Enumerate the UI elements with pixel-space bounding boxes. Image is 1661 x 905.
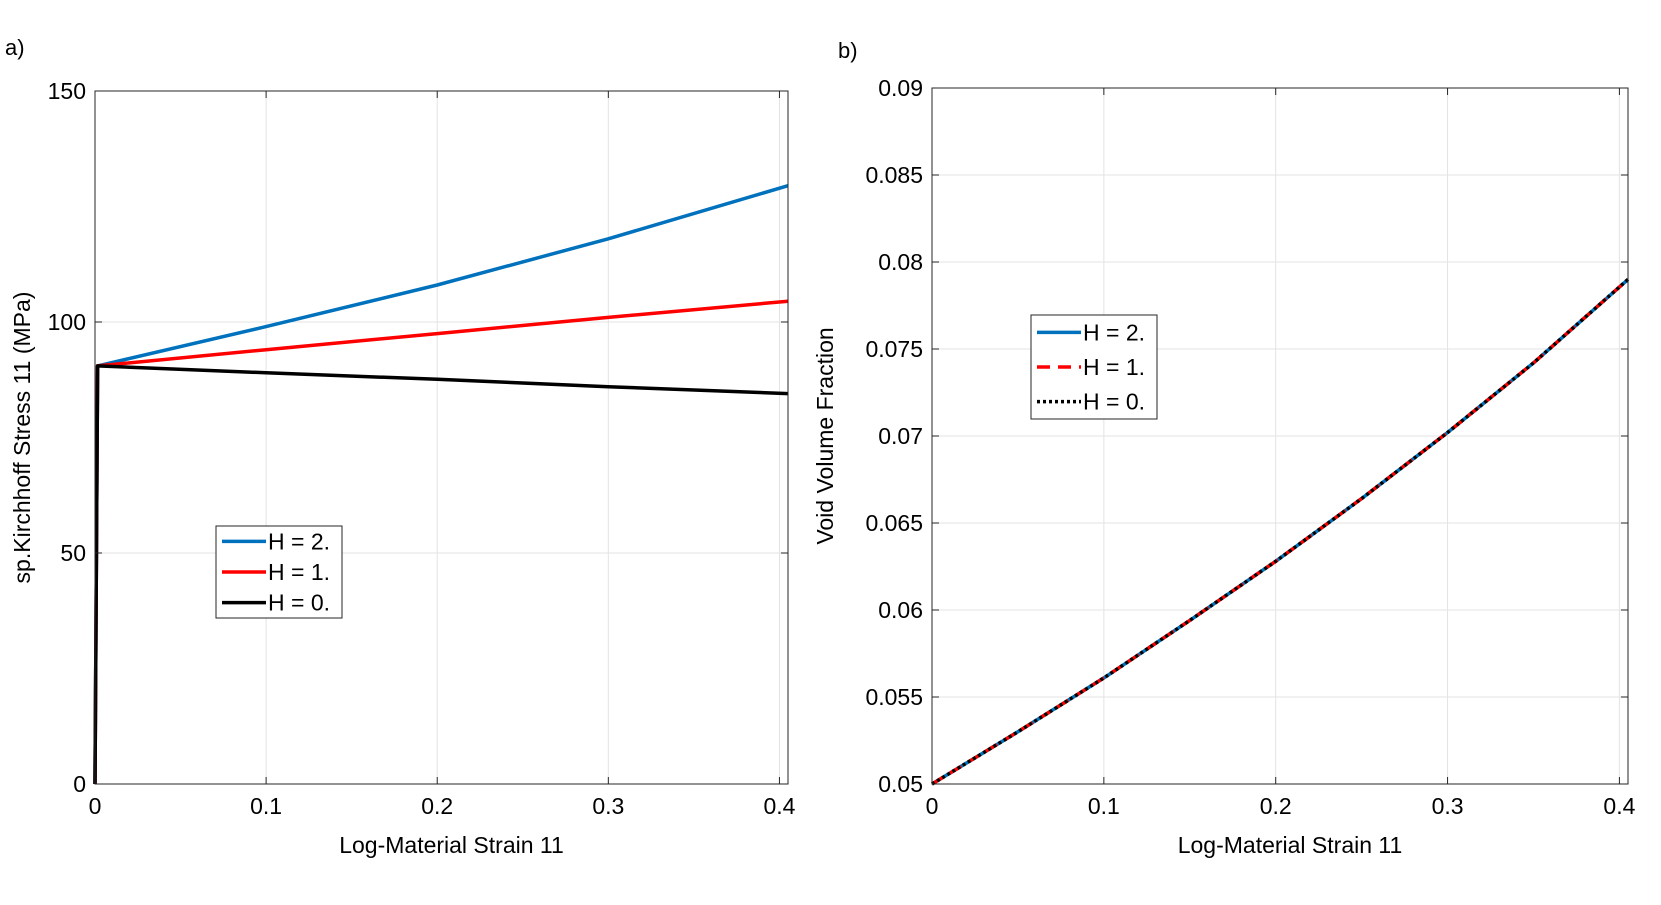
chart-2-legend-label: H = 1.	[1083, 354, 1145, 380]
chart-2-x-axis-label: Log-Material Strain 11	[1178, 832, 1403, 858]
chart-2-y-axis-label: Void Volume Fraction	[812, 327, 838, 544]
chart-2-legend-label: H = 2.	[1083, 319, 1145, 345]
chart-2-y-tick-label: 0.065	[865, 510, 923, 536]
chart-1-axes-box	[94, 90, 789, 785]
chart-1-panel-label: a)	[5, 35, 25, 60]
chart-1-x-tick-label: 0.1	[250, 793, 282, 819]
chart-2-x-tick-label: 0.3	[1432, 793, 1464, 819]
chart-1-legend-label: H = 0.	[268, 590, 330, 616]
chart-1-y-tick-label: 150	[48, 78, 86, 104]
chart-1-legend: H = 2. H = 1. H = 0.	[215, 525, 343, 619]
chart-1-legend-label: H = 2.	[268, 528, 330, 554]
chart-1-x-tick-label: 0	[89, 793, 102, 819]
chart-2-series-h0-line	[931, 278, 1630, 786]
chart-1-y-tick-label: 50	[60, 540, 86, 566]
chart-2-legend: H = 2. H = 1. H = 0.	[1030, 314, 1158, 420]
chart-2-x-tick-label: 0.2	[1260, 793, 1292, 819]
chart-2-x-tick-label: 0	[926, 793, 939, 819]
chart-2-y-tick-label: 0.05	[878, 771, 923, 797]
chart-2-y-tick-label: 0.09	[878, 75, 923, 101]
chart-1-legend-label: H = 1.	[268, 559, 330, 585]
chart-2-y-tick-label: 0.07	[878, 423, 923, 449]
chart-2-panel-label: b)	[838, 38, 858, 63]
chart-1-y-axis-label: sp.Kirchhoff Stress 11 (MPa)	[9, 292, 35, 584]
chart-2-legend-label: H = 0.	[1083, 389, 1145, 415]
chart-1-y-tick-label: 100	[48, 309, 86, 335]
chart-1-y-tick-label: 0	[73, 771, 86, 797]
chart-1-x-axis-label: Log-Material Strain 11	[339, 832, 564, 858]
chart-1-series-h0-line	[93, 364, 789, 785]
chart-1-plot-area	[95, 91, 788, 784]
chart-2-y-tick-label: 0.085	[865, 162, 923, 188]
chart-1-x-tick-label: 0.3	[592, 793, 624, 819]
chart-2-y-tick-label: 0.08	[878, 249, 923, 275]
chart-2-y-tick-label: 0.075	[865, 336, 923, 362]
chart-1-x-tick-label: 0.2	[421, 793, 453, 819]
chart-1-x-tick-label: 0.4	[763, 793, 795, 819]
chart-2-x-tick-label: 0.4	[1603, 793, 1635, 819]
panel-a-stress-strain-chart: 0 0.1 0.2 0.3 0.4 0 50 100 150 Log-Material Strai…	[5, 35, 796, 858]
chart-2-x-tick-label: 0.1	[1088, 793, 1120, 819]
chart-2-y-tick-label: 0.06	[878, 597, 923, 623]
panel-b-void-fraction-chart: 0 0.1 0.2 0.3 0.4 0.05 0.055 0.06 0.065 0.07 0.075…	[812, 38, 1636, 858]
chart-2-y-tick-label: 0.055	[865, 684, 923, 710]
